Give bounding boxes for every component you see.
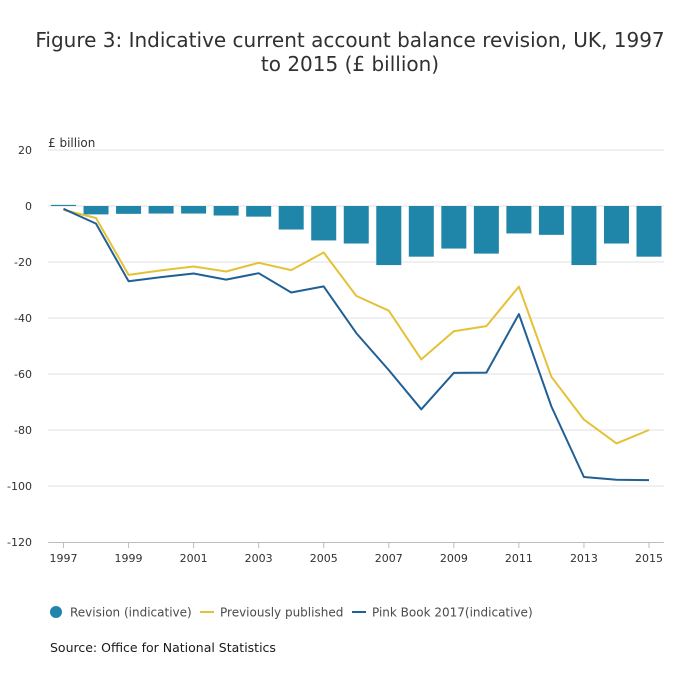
y-tick-label: -100 xyxy=(7,480,32,493)
x-tick-label: 2001 xyxy=(180,552,208,565)
x-tick-label: 1997 xyxy=(50,552,78,565)
y-axis-label: £ billion xyxy=(48,136,95,150)
x-tick-label: 2009 xyxy=(440,552,468,565)
y-tick-label: -120 xyxy=(7,536,32,549)
x-tick-label: 2015 xyxy=(635,552,663,565)
y-tick-label: -40 xyxy=(14,312,32,325)
y-tick-label: 20 xyxy=(18,144,32,157)
y-tick-labels: 20 0 -20 -40 -60 -80 -100 -120 xyxy=(7,144,32,549)
bar xyxy=(408,206,434,257)
y-tick-label: -60 xyxy=(14,368,32,381)
legend-swatch xyxy=(50,606,62,618)
bar xyxy=(278,206,304,230)
bar xyxy=(181,206,207,214)
bar xyxy=(116,206,142,214)
x-tick-label: 2011 xyxy=(505,552,533,565)
bar xyxy=(311,206,337,241)
x-tick-label: 2005 xyxy=(310,552,338,565)
bar xyxy=(148,206,174,214)
bar xyxy=(343,206,369,244)
bar xyxy=(636,206,662,257)
line-series xyxy=(63,207,650,482)
y-tick-label: 0 xyxy=(25,200,32,213)
bar xyxy=(506,206,532,234)
series-line-2 xyxy=(63,207,650,482)
legend-label: Pink Book 2017(indicative) xyxy=(372,606,533,620)
bar xyxy=(83,206,109,215)
chart-title: Figure 3: Indicative current account bal… xyxy=(35,28,665,76)
legend: Revision (indicative) Previously publishe… xyxy=(50,606,533,620)
bar-series xyxy=(51,204,662,266)
bar xyxy=(571,206,597,266)
x-ticks: 1997 1999 2001 2003 2005 2007 2009 2011 2013 2015 xyxy=(50,542,663,565)
bar xyxy=(603,206,629,244)
bar xyxy=(473,206,499,254)
legend-label: Previously published xyxy=(220,606,343,620)
y-tick-label: -20 xyxy=(14,256,32,269)
source-note: Source: Office for National Statistics xyxy=(50,640,276,655)
x-tick-label: 2007 xyxy=(375,552,403,565)
bar xyxy=(538,206,564,235)
bar xyxy=(51,204,76,206)
series-line-1 xyxy=(63,208,650,445)
x-tick-label: 2013 xyxy=(570,552,598,565)
bar xyxy=(213,206,239,216)
legend-label: Revision (indicative) xyxy=(70,606,192,620)
bar xyxy=(246,206,272,217)
bar xyxy=(376,206,402,266)
x-tick-label: 1999 xyxy=(115,552,143,565)
x-tick-label: 2003 xyxy=(245,552,273,565)
y-tick-label: -80 xyxy=(14,424,32,437)
gridlines xyxy=(48,149,664,487)
bar xyxy=(441,206,467,249)
